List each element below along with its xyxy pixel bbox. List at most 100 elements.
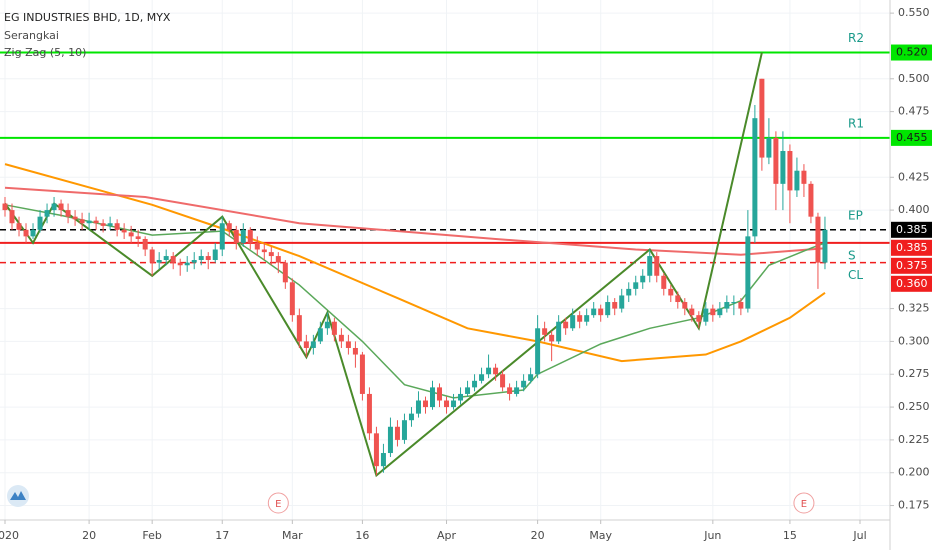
earnings-marker — [267, 492, 289, 514]
candle-body — [766, 137, 772, 158]
y-tick-label: 0.225 — [898, 433, 930, 446]
x-tick-label: Jun — [703, 529, 721, 542]
x-tick-label: Jul — [852, 529, 866, 542]
level-name: S — [848, 248, 856, 262]
candle-body — [731, 302, 737, 304]
candle-body — [661, 275, 667, 289]
candle-body — [633, 282, 639, 289]
y-tick-label: 0.250 — [898, 400, 930, 413]
candle-body — [16, 223, 22, 230]
candle-body — [268, 252, 274, 257]
candle-body — [352, 347, 358, 355]
candle-body — [93, 220, 99, 224]
candle-body — [591, 308, 597, 316]
chart-title: EG INDUSTRIES BHD, 1D, MYX — [4, 11, 171, 24]
legend-entry: Zig Zag (5, 10) — [4, 46, 86, 59]
logo — [7, 485, 29, 507]
y-tick-label: 0.475 — [898, 105, 930, 118]
candle-body — [563, 321, 569, 329]
level-name: R1 — [848, 116, 864, 130]
x-tick-label: 20 — [531, 529, 545, 542]
earnings-marker — [793, 492, 815, 514]
candle-body — [100, 223, 106, 226]
candle-body — [51, 203, 57, 211]
candle-body — [500, 374, 506, 388]
candle-body — [338, 334, 344, 342]
candle-body — [752, 118, 758, 237]
logo-icon — [10, 491, 26, 500]
candle-body — [675, 295, 681, 303]
candle-body — [612, 302, 618, 309]
candle-body — [310, 341, 316, 348]
candle-body — [738, 302, 744, 309]
candle-body — [114, 223, 120, 230]
candle-body — [128, 232, 134, 237]
level-name: CL — [848, 268, 863, 282]
x-tick-label: 16 — [355, 529, 369, 542]
candle-body — [226, 223, 232, 230]
x-tick-label: 15 — [783, 529, 797, 542]
y-tick-label: 0.275 — [898, 367, 930, 380]
y-tick-label: 0.325 — [898, 302, 930, 315]
candle-body — [689, 308, 695, 316]
candle-body — [514, 387, 520, 394]
price-label-box — [891, 44, 932, 61]
candle-body — [121, 229, 127, 233]
x-tick-label: Apr — [437, 529, 457, 542]
candle-body — [282, 262, 288, 283]
candle-body — [58, 203, 64, 211]
price-label-box — [891, 275, 932, 292]
price-label-box — [891, 129, 932, 146]
candle-body — [486, 367, 492, 375]
candle-body — [317, 328, 323, 342]
candle-body — [668, 288, 674, 296]
candle-body — [422, 400, 428, 408]
axes: 0.550 0.500 0.475 0.425 0.400 0.325 0.300 0.275… — [0, 6, 932, 542]
candle-body — [696, 315, 702, 322]
x-tick-label: 17 — [215, 529, 229, 542]
candle-body — [366, 393, 372, 434]
candle-body — [682, 302, 688, 309]
x-tick-label: 20 — [82, 529, 96, 542]
candle-body — [577, 315, 583, 322]
price-label: 0.455 — [896, 131, 928, 144]
candle-body — [149, 249, 155, 263]
candle-body — [654, 256, 660, 276]
price-label: 0.385 — [896, 241, 928, 254]
candle-body — [247, 229, 253, 243]
candle-body — [549, 334, 555, 342]
y-tick-label: 0.550 — [898, 6, 930, 19]
candle-body — [415, 400, 421, 414]
candle-body — [493, 367, 499, 375]
candle-body — [191, 260, 197, 263]
candle-body — [528, 374, 534, 381]
candle-body — [72, 216, 78, 220]
y-tick-label: 0.200 — [898, 466, 930, 479]
candle-body — [177, 262, 183, 266]
candle-body — [542, 328, 548, 335]
x-tick-label: May — [589, 529, 612, 542]
grid — [0, 0, 890, 520]
price-label: 0.520 — [896, 46, 928, 59]
candle-body — [170, 256, 176, 263]
y-tick-label: 0.425 — [898, 170, 930, 183]
y-tick-label: 0.400 — [898, 203, 930, 216]
candle-body — [359, 354, 365, 394]
candle-body — [773, 137, 779, 184]
plot: R2 R1 EP S CL E E — [0, 31, 890, 514]
candle-body — [296, 315, 302, 342]
candle-body — [703, 308, 709, 322]
candle-body — [822, 229, 828, 263]
earnings-label: E — [275, 499, 281, 510]
indicator-line — [4, 163, 826, 363]
candle-body — [724, 302, 730, 309]
candle-body — [142, 238, 148, 250]
candle-body — [79, 219, 85, 224]
price-label-box — [891, 257, 932, 274]
candle-body — [458, 393, 464, 401]
candle-body — [710, 308, 716, 316]
candle-body — [135, 236, 141, 239]
legend-entry: Serangkai — [4, 29, 59, 42]
candle-body — [717, 308, 723, 316]
